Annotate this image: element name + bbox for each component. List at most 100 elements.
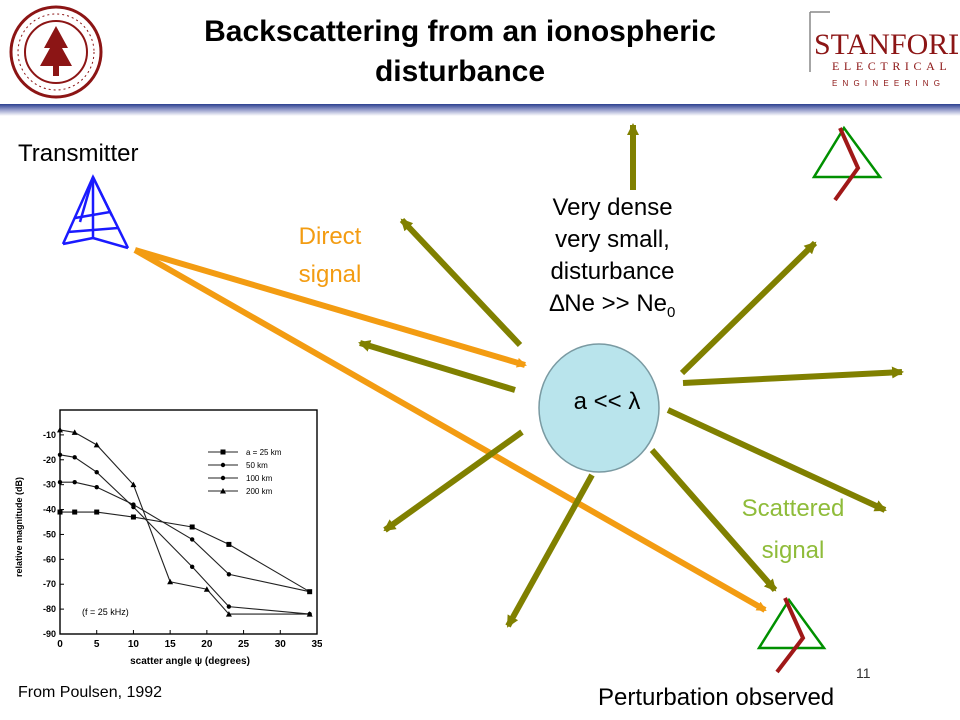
- inset-legend-marker: [220, 488, 226, 494]
- inset-data-point: [167, 578, 174, 585]
- inset-x-tick-label: 30: [275, 639, 287, 650]
- density-ratio: ∆Ne >> Ne: [549, 290, 668, 317]
- inset-legend-label: 200 km: [246, 487, 273, 496]
- direct-signal-arrow-to-receiver: [133, 247, 767, 613]
- inset-data-point: [130, 481, 137, 488]
- inset-data-point: [189, 524, 195, 530]
- inset-legend-label: 50 km: [246, 461, 268, 470]
- perturbation-label: Perturbation observed: [598, 684, 835, 711]
- inset-data-point: [72, 479, 77, 485]
- inset-legend-marker: [220, 475, 226, 481]
- inset-y-tick-label: -20: [43, 455, 56, 465]
- inset-frequency-note: (f = 25 kHz): [82, 607, 129, 617]
- scattered-signal-label: Scattered signal: [718, 488, 868, 572]
- scatter-arrow-down-right: [649, 448, 778, 592]
- inset-axes: -10 -20 -30 -40 -50 -60 -70 -80 -900 5 10 15 20 25 30 3…: [43, 409, 322, 650]
- title-line-1: Backscattering from an ionospheric: [204, 15, 716, 48]
- disturbance-description: Very dense very small, disturbance ∆Ne >…: [505, 192, 720, 329]
- inset-data-point: [94, 509, 100, 515]
- inset-y-tick-label: -30: [43, 480, 56, 490]
- inset-y-tick-label: -60: [43, 554, 56, 564]
- inset-data-point: [226, 604, 232, 609]
- inset-x-tick-label: 0: [57, 639, 63, 650]
- receiver-antenna-icon-top: [811, 125, 883, 202]
- inset-data-point: [94, 470, 99, 475]
- inset-x-tick-label: 10: [128, 639, 140, 650]
- inset-data-point: [130, 514, 136, 520]
- inset-x-tick-label: 25: [238, 639, 250, 650]
- inset-background: [10, 402, 322, 672]
- inset-legend-marker: [220, 449, 226, 455]
- direct-signal-arrow: [134, 247, 527, 368]
- center-line-1: Very dense: [552, 194, 673, 221]
- inset-data-point: [189, 537, 195, 542]
- inset-legend-label: a = 25 km: [246, 448, 282, 457]
- scattered-line-2: signal: [761, 537, 825, 564]
- inset-y-tick-label: -10: [43, 430, 56, 440]
- inset-x-tick-label: 5: [94, 639, 100, 650]
- inset-data-point: [226, 572, 232, 577]
- inset-data-point: [94, 484, 99, 490]
- inset-data-point: [72, 509, 78, 515]
- transmitter-label: Transmitter: [18, 140, 139, 167]
- logo-engineering-text: ENGINEERING: [832, 79, 945, 88]
- inset-data-point: [306, 611, 313, 617]
- inset-y-tick-label: -80: [43, 604, 56, 614]
- inset-data-point: [131, 504, 136, 510]
- inset-data-point: [57, 426, 63, 433]
- direct-signal-label: Direct signal: [280, 218, 380, 294]
- direct-signal-line-1: Direct: [298, 223, 362, 250]
- inset-data-point: [203, 586, 210, 592]
- slide-title: Backscattering from an ionospheric distu…: [120, 12, 800, 92]
- page-number: 11: [856, 665, 871, 681]
- inset-y-tick-label: -50: [43, 529, 56, 539]
- transmitter-antenna-icon: [61, 174, 130, 250]
- logo-stanford-text: STANFORD: [814, 28, 958, 61]
- inset-legend-marker: [220, 462, 226, 468]
- scatter-arrow-right: [682, 366, 904, 386]
- title-line-2: disturbance: [374, 55, 546, 88]
- center-line-2: very small,: [555, 226, 670, 253]
- inset-data-point: [57, 452, 63, 457]
- logo-electrical-text: ELECTRICAL: [832, 59, 951, 73]
- inset-x-axis-label: scatter angle ψ (degrees): [130, 656, 250, 667]
- direct-signal-line-2: signal: [298, 261, 362, 288]
- center-line-4: ∆Ne >> Ne0: [505, 288, 720, 329]
- scattered-line-1: Scattered: [741, 495, 845, 522]
- inset-legend: a = 25 km 50 km 100 km 200 km: [208, 448, 282, 496]
- inset-series-line: [59, 429, 310, 615]
- title-rule: [0, 104, 960, 116]
- inset-marks: [57, 426, 313, 617]
- source-caption: From Poulsen, 1992: [18, 684, 163, 701]
- inset-chart: -10 -20 -30 -40 -50 -60 -70 -80 -900 5 10 15 20 25 30 3…: [10, 402, 322, 672]
- scatter-arrow-up-right: [679, 240, 818, 376]
- inset-data-point: [189, 564, 195, 569]
- scatter-arrow-right-down: [666, 407, 887, 513]
- inset-y-axis-label: relative magnitude (dB): [14, 477, 24, 577]
- inset-y-tick-label: -90: [43, 629, 56, 639]
- inset-x-tick-label: 15: [165, 639, 177, 650]
- receiver-antenna-icon-bottom: [756, 597, 827, 674]
- scatter-arrow-left: [358, 340, 516, 393]
- scatter-arrow-down: [505, 473, 595, 628]
- stanford-ee-logo: STANFORD ELECTRICAL ENGINEERING: [809, 11, 958, 88]
- inset-data-point: [57, 479, 63, 485]
- density-subscript: 0: [667, 303, 676, 321]
- scatter-arrow-up-left: [399, 217, 523, 348]
- scatter-arrow-down-left: [383, 429, 524, 533]
- inset-data-point: [72, 455, 77, 460]
- center-line-3: disturbance: [550, 258, 675, 285]
- inset-y-tick-label: -70: [43, 579, 56, 589]
- inset-data-point: [225, 611, 232, 617]
- size-wavelength-label: a << λ: [573, 388, 641, 415]
- inset-data-point: [57, 509, 63, 515]
- disturbance-blob: [538, 343, 660, 473]
- inset-data-point: [71, 429, 78, 435]
- inset-data-point: [226, 541, 232, 547]
- inset-data-point: [307, 589, 312, 594]
- inset-plot-frame: [59, 409, 318, 635]
- inset-x-tick-label: 20: [201, 639, 213, 650]
- inset-x-tick-label: 35: [311, 639, 322, 650]
- stanford-seal-logo: [9, 5, 103, 99]
